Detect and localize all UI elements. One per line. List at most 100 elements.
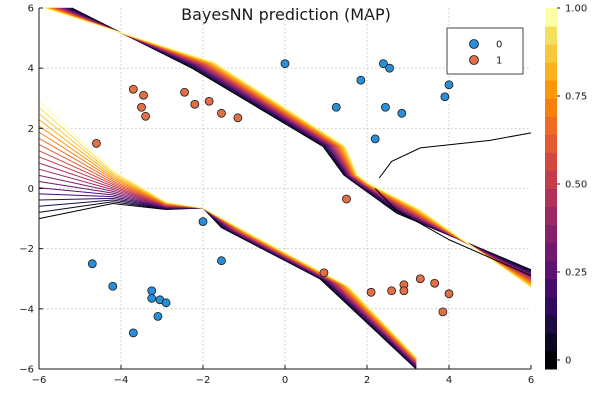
x-tick-label: 4 (446, 375, 452, 386)
point-series-0 (198, 217, 208, 226)
colorbar-segment (545, 350, 557, 370)
point-series-1 (190, 99, 200, 109)
colorbar-tick-label: 0.50 (565, 179, 587, 190)
y-tick-label: −2 (19, 244, 34, 255)
point-series-0 (147, 293, 157, 303)
contour-line-upper (70, 7, 532, 272)
point-series-1 (92, 138, 101, 148)
point-series-1 (319, 268, 329, 278)
contour-line-upper (59, 7, 532, 278)
x-tick-label: 0 (282, 375, 288, 386)
point-series-0 (108, 281, 118, 291)
legend: 01 (446, 27, 524, 75)
point-series-0 (217, 256, 226, 266)
point-series-1 (180, 87, 189, 97)
point-series-0 (331, 102, 341, 112)
point-series-1 (128, 84, 138, 94)
contour-line-upper (61, 7, 532, 277)
point-series-1 (444, 289, 454, 299)
point-series-0 (147, 286, 157, 296)
colorbar-tick-label: 0.25 (565, 267, 587, 278)
y-tick-label: 4 (28, 64, 34, 75)
y-tick-label: −4 (19, 304, 34, 315)
colorbar-segment (545, 152, 557, 171)
colorbar-segment (545, 134, 557, 153)
contour-line-upper (64, 7, 532, 275)
contour-line-upper (45, 7, 532, 287)
contour-line-upper (53, 7, 532, 282)
colorbar-segment (545, 44, 557, 63)
legend-box (446, 27, 524, 75)
point-series-1 (438, 307, 448, 317)
colorbar-segment (545, 242, 557, 262)
contour-line-upper (42, 7, 532, 289)
point-series-0 (87, 259, 97, 269)
point-series-0 (161, 298, 171, 308)
contour-line-upper (71, 7, 532, 271)
y-tick-label: 0 (28, 184, 34, 195)
colorbar-segment (545, 206, 557, 226)
point-series-0 (378, 59, 388, 69)
contour-line-upper (62, 7, 532, 276)
colorbar-tick-label: 0 (565, 355, 571, 366)
contour-line-upper (56, 7, 532, 280)
x-tick-label: −4 (114, 375, 129, 386)
contour-line-upper (47, 7, 532, 286)
y-tick-label: −6 (19, 365, 34, 376)
point-series-0 (128, 328, 138, 338)
point-series-0 (397, 108, 407, 118)
point-series-0 (370, 134, 380, 144)
x-tick-label: −6 (32, 375, 47, 386)
contour-line-upper (58, 7, 532, 279)
x-tick-label: 6 (528, 375, 534, 386)
contour-line-upper (50, 7, 532, 284)
colorbar-segment (545, 80, 557, 99)
point-series-0 (444, 80, 454, 90)
contour-line-dark (374, 188, 532, 277)
x-tick-label: −2 (196, 375, 211, 386)
colorbar-segment (545, 8, 557, 27)
legend-marker-1 (469, 55, 479, 65)
y-tick-label: 6 (28, 4, 34, 15)
colorbar-tick-label: 0.75 (565, 91, 587, 102)
x-tick-label: 2 (364, 375, 370, 386)
colorbar-segment (545, 188, 557, 208)
colorbar-segment (545, 332, 557, 352)
x-axis-ticks: −6 −4 −2 0 2 4 6 (32, 365, 534, 386)
colorbar-tick-label: 1.00 (565, 4, 587, 15)
point-series-0 (356, 75, 366, 85)
colorbar-segment (545, 224, 557, 244)
point-series-0 (153, 311, 163, 321)
legend-marker-0 (469, 39, 479, 49)
colorbar-segment (545, 170, 557, 189)
point-series-1 (204, 96, 214, 106)
colorbar-segment (545, 62, 557, 81)
colorbar-segment (545, 116, 557, 135)
point-series-1 (141, 111, 151, 121)
legend-label-0: 0 (496, 40, 502, 51)
contour-line-lower (38, 100, 417, 358)
point-series-1 (139, 90, 148, 100)
point-series-0 (385, 63, 394, 73)
point-series-1 (430, 278, 440, 288)
contour-lines (38, 7, 532, 370)
scatter-points (87, 59, 454, 338)
colorbar-segment (545, 260, 557, 280)
contour-line-upper (68, 7, 532, 273)
contour-line-upper (51, 7, 532, 283)
point-series-1 (217, 108, 226, 118)
y-axis-ticks: −6 −4 −2 0 2 4 6 (19, 4, 43, 376)
contour-line-upper (48, 7, 532, 285)
contour-line-upper (44, 7, 532, 288)
colorbar: 0 0.25 0.50 0.75 1.00 (545, 4, 587, 370)
point-series-1 (387, 286, 397, 296)
point-series-1 (342, 194, 351, 204)
point-series-0 (381, 102, 390, 112)
contour-line-upper (55, 7, 532, 281)
colorbar-segment (545, 98, 557, 117)
legend-label-1: 1 (496, 56, 502, 67)
point-series-1 (415, 274, 425, 284)
point-series-0 (280, 59, 290, 69)
point-series-0 (440, 92, 450, 102)
